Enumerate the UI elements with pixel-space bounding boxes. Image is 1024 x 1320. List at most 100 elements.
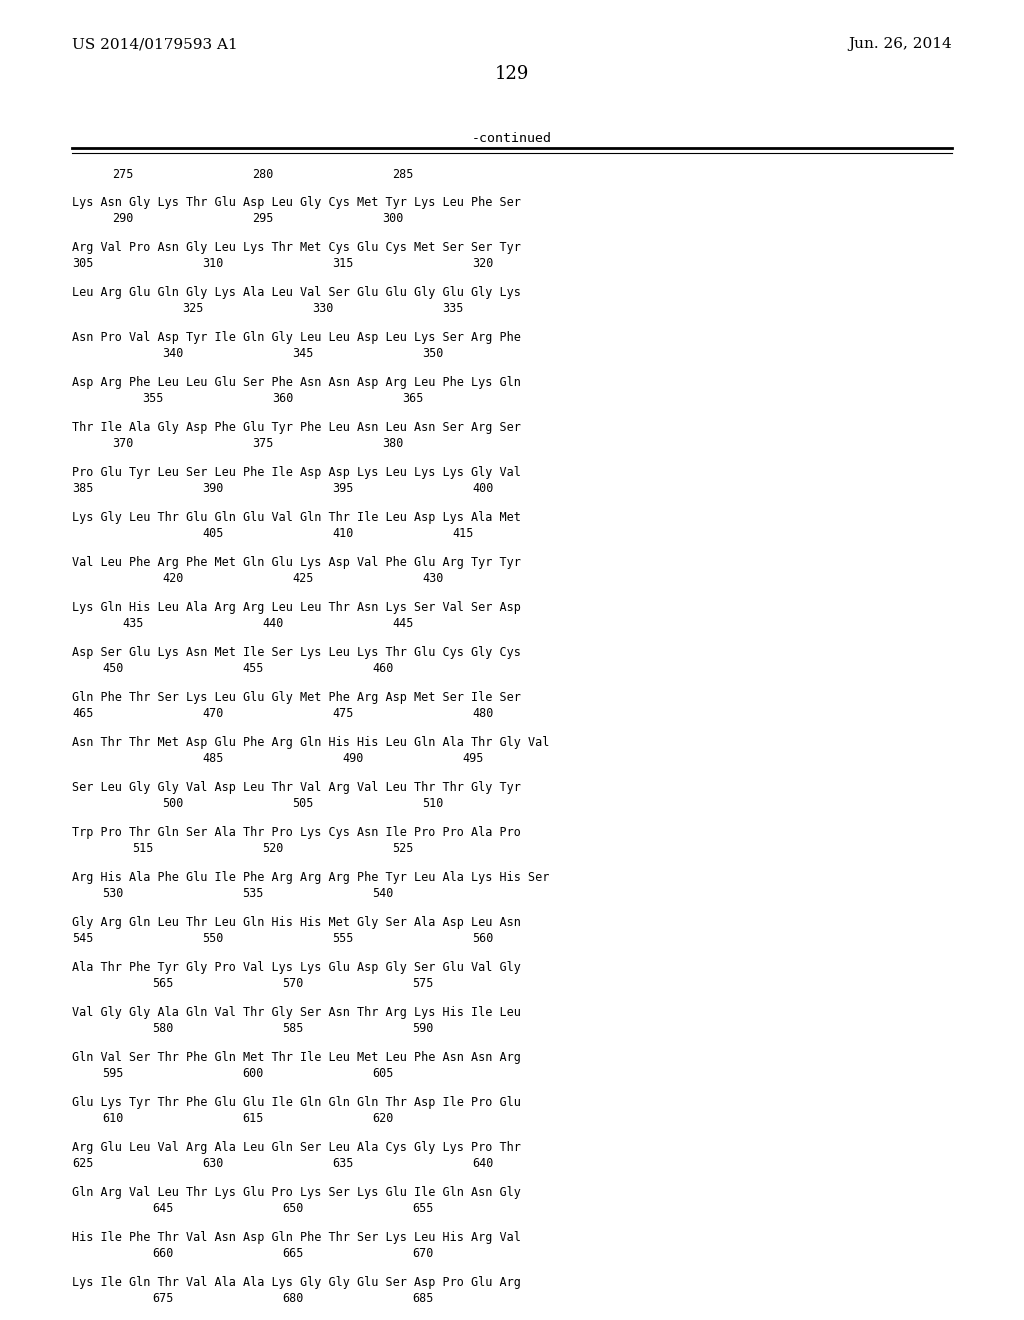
Text: 530: 530 — [102, 887, 123, 900]
Text: Glu Lys Tyr Thr Phe Glu Glu Ile Gln Gln Gln Thr Asp Ile Pro Glu: Glu Lys Tyr Thr Phe Glu Glu Ile Gln Gln … — [72, 1096, 521, 1109]
Text: 635: 635 — [332, 1158, 353, 1170]
Text: 595: 595 — [102, 1067, 123, 1080]
Text: 670: 670 — [412, 1247, 433, 1261]
Text: Arg Glu Leu Val Arg Ala Leu Gln Ser Leu Ala Cys Gly Lys Pro Thr: Arg Glu Leu Val Arg Ala Leu Gln Ser Leu … — [72, 1140, 521, 1154]
Text: 290: 290 — [112, 213, 133, 224]
Text: 505: 505 — [292, 797, 313, 810]
Text: Lys Gly Leu Thr Glu Gln Glu Val Gln Thr Ile Leu Asp Lys Ala Met: Lys Gly Leu Thr Glu Gln Glu Val Gln Thr … — [72, 511, 521, 524]
Text: Lys Asn Gly Lys Thr Glu Asp Leu Gly Cys Met Tyr Lys Leu Phe Ser: Lys Asn Gly Lys Thr Glu Asp Leu Gly Cys … — [72, 195, 521, 209]
Text: 465: 465 — [72, 708, 93, 719]
Text: 615: 615 — [242, 1111, 263, 1125]
Text: 475: 475 — [332, 708, 353, 719]
Text: 385: 385 — [72, 482, 93, 495]
Text: 310: 310 — [202, 257, 223, 271]
Text: Arg Val Pro Asn Gly Leu Lys Thr Met Cys Glu Cys Met Ser Ser Tyr: Arg Val Pro Asn Gly Leu Lys Thr Met Cys … — [72, 242, 521, 253]
Text: Ser Leu Gly Gly Val Asp Leu Thr Val Arg Val Leu Thr Thr Gly Tyr: Ser Leu Gly Gly Val Asp Leu Thr Val Arg … — [72, 781, 521, 795]
Text: Leu Arg Glu Gln Gly Lys Ala Leu Val Ser Glu Glu Gly Glu Gly Lys: Leu Arg Glu Gln Gly Lys Ala Leu Val Ser … — [72, 286, 521, 300]
Text: 420: 420 — [162, 572, 183, 585]
Text: 545: 545 — [72, 932, 93, 945]
Text: His Ile Phe Thr Val Asn Asp Gln Phe Thr Ser Lys Leu His Arg Val: His Ile Phe Thr Val Asn Asp Gln Phe Thr … — [72, 1232, 521, 1243]
Text: 570: 570 — [282, 977, 303, 990]
Text: 665: 665 — [282, 1247, 303, 1261]
Text: 645: 645 — [152, 1203, 173, 1214]
Text: 565: 565 — [152, 977, 173, 990]
Text: Val Leu Phe Arg Phe Met Gln Glu Lys Asp Val Phe Glu Arg Tyr Tyr: Val Leu Phe Arg Phe Met Gln Glu Lys Asp … — [72, 556, 521, 569]
Text: 495: 495 — [462, 752, 483, 766]
Text: Asn Thr Thr Met Asp Glu Phe Arg Gln His His Leu Gln Ala Thr Gly Val: Asn Thr Thr Met Asp Glu Phe Arg Gln His … — [72, 737, 549, 748]
Text: 375: 375 — [252, 437, 273, 450]
Text: 400: 400 — [472, 482, 494, 495]
Text: Lys Ile Gln Thr Val Ala Ala Lys Gly Gly Glu Ser Asp Pro Glu Arg: Lys Ile Gln Thr Val Ala Ala Lys Gly Gly … — [72, 1276, 521, 1290]
Text: 520: 520 — [262, 842, 284, 855]
Text: 430: 430 — [422, 572, 443, 585]
Text: Val Gly Gly Ala Gln Val Thr Gly Ser Asn Thr Arg Lys His Ile Leu: Val Gly Gly Ala Gln Val Thr Gly Ser Asn … — [72, 1006, 521, 1019]
Text: 380: 380 — [382, 437, 403, 450]
Text: 550: 550 — [202, 932, 223, 945]
Text: 129: 129 — [495, 65, 529, 83]
Text: 525: 525 — [392, 842, 414, 855]
Text: 625: 625 — [72, 1158, 93, 1170]
Text: 295: 295 — [252, 213, 273, 224]
Text: 485: 485 — [202, 752, 223, 766]
Text: 315: 315 — [332, 257, 353, 271]
Text: 480: 480 — [472, 708, 494, 719]
Text: 390: 390 — [202, 482, 223, 495]
Text: Gln Arg Val Leu Thr Lys Glu Pro Lys Ser Lys Glu Ile Gln Asn Gly: Gln Arg Val Leu Thr Lys Glu Pro Lys Ser … — [72, 1185, 521, 1199]
Text: 655: 655 — [412, 1203, 433, 1214]
Text: 365: 365 — [402, 392, 423, 405]
Text: 280: 280 — [252, 168, 273, 181]
Text: 600: 600 — [242, 1067, 263, 1080]
Text: 535: 535 — [242, 887, 263, 900]
Text: 410: 410 — [332, 527, 353, 540]
Text: 610: 610 — [102, 1111, 123, 1125]
Text: Asp Arg Phe Leu Leu Glu Ser Phe Asn Asn Asp Arg Leu Phe Lys Gln: Asp Arg Phe Leu Leu Glu Ser Phe Asn Asn … — [72, 376, 521, 389]
Text: 685: 685 — [412, 1292, 433, 1305]
Text: Lys Gln His Leu Ala Arg Arg Leu Leu Thr Asn Lys Ser Val Ser Asp: Lys Gln His Leu Ala Arg Arg Leu Leu Thr … — [72, 601, 521, 614]
Text: 305: 305 — [72, 257, 93, 271]
Text: Asn Pro Val Asp Tyr Ile Gln Gly Leu Leu Asp Leu Lys Ser Arg Phe: Asn Pro Val Asp Tyr Ile Gln Gly Leu Leu … — [72, 331, 521, 345]
Text: 395: 395 — [332, 482, 353, 495]
Text: 590: 590 — [412, 1022, 433, 1035]
Text: Pro Glu Tyr Leu Ser Leu Phe Ile Asp Asp Lys Leu Lys Lys Gly Val: Pro Glu Tyr Leu Ser Leu Phe Ile Asp Asp … — [72, 466, 521, 479]
Text: 425: 425 — [292, 572, 313, 585]
Text: 370: 370 — [112, 437, 133, 450]
Text: 605: 605 — [372, 1067, 393, 1080]
Text: 660: 660 — [152, 1247, 173, 1261]
Text: Asp Ser Glu Lys Asn Met Ile Ser Lys Leu Lys Thr Glu Cys Gly Cys: Asp Ser Glu Lys Asn Met Ile Ser Lys Leu … — [72, 645, 521, 659]
Text: 580: 580 — [152, 1022, 173, 1035]
Text: Jun. 26, 2014: Jun. 26, 2014 — [848, 37, 952, 51]
Text: 445: 445 — [392, 616, 414, 630]
Text: Thr Ile Ala Gly Asp Phe Glu Tyr Phe Leu Asn Leu Asn Ser Arg Ser: Thr Ile Ala Gly Asp Phe Glu Tyr Phe Leu … — [72, 421, 521, 434]
Text: 585: 585 — [282, 1022, 303, 1035]
Text: Gln Val Ser Thr Phe Gln Met Thr Ile Leu Met Leu Phe Asn Asn Arg: Gln Val Ser Thr Phe Gln Met Thr Ile Leu … — [72, 1051, 521, 1064]
Text: 675: 675 — [152, 1292, 173, 1305]
Text: 575: 575 — [412, 977, 433, 990]
Text: 515: 515 — [132, 842, 154, 855]
Text: 620: 620 — [372, 1111, 393, 1125]
Text: 345: 345 — [292, 347, 313, 360]
Text: 500: 500 — [162, 797, 183, 810]
Text: 405: 405 — [202, 527, 223, 540]
Text: 355: 355 — [142, 392, 164, 405]
Text: 455: 455 — [242, 663, 263, 675]
Text: Ala Thr Phe Tyr Gly Pro Val Lys Lys Glu Asp Gly Ser Glu Val Gly: Ala Thr Phe Tyr Gly Pro Val Lys Lys Glu … — [72, 961, 521, 974]
Text: Arg His Ala Phe Glu Ile Phe Arg Arg Arg Phe Tyr Leu Ala Lys His Ser: Arg His Ala Phe Glu Ile Phe Arg Arg Arg … — [72, 871, 549, 884]
Text: 330: 330 — [312, 302, 334, 315]
Text: Gln Phe Thr Ser Lys Leu Glu Gly Met Phe Arg Asp Met Ser Ile Ser: Gln Phe Thr Ser Lys Leu Glu Gly Met Phe … — [72, 690, 521, 704]
Text: 630: 630 — [202, 1158, 223, 1170]
Text: Gly Arg Gln Leu Thr Leu Gln His His Met Gly Ser Ala Asp Leu Asn: Gly Arg Gln Leu Thr Leu Gln His His Met … — [72, 916, 521, 929]
Text: 460: 460 — [372, 663, 393, 675]
Text: 555: 555 — [332, 932, 353, 945]
Text: 435: 435 — [122, 616, 143, 630]
Text: 650: 650 — [282, 1203, 303, 1214]
Text: 415: 415 — [452, 527, 473, 540]
Text: 440: 440 — [262, 616, 284, 630]
Text: 680: 680 — [282, 1292, 303, 1305]
Text: 300: 300 — [382, 213, 403, 224]
Text: 540: 540 — [372, 887, 393, 900]
Text: 320: 320 — [472, 257, 494, 271]
Text: 340: 340 — [162, 347, 183, 360]
Text: -continued: -continued — [472, 132, 552, 145]
Text: 560: 560 — [472, 932, 494, 945]
Text: Trp Pro Thr Gln Ser Ala Thr Pro Lys Cys Asn Ile Pro Pro Ala Pro: Trp Pro Thr Gln Ser Ala Thr Pro Lys Cys … — [72, 826, 521, 840]
